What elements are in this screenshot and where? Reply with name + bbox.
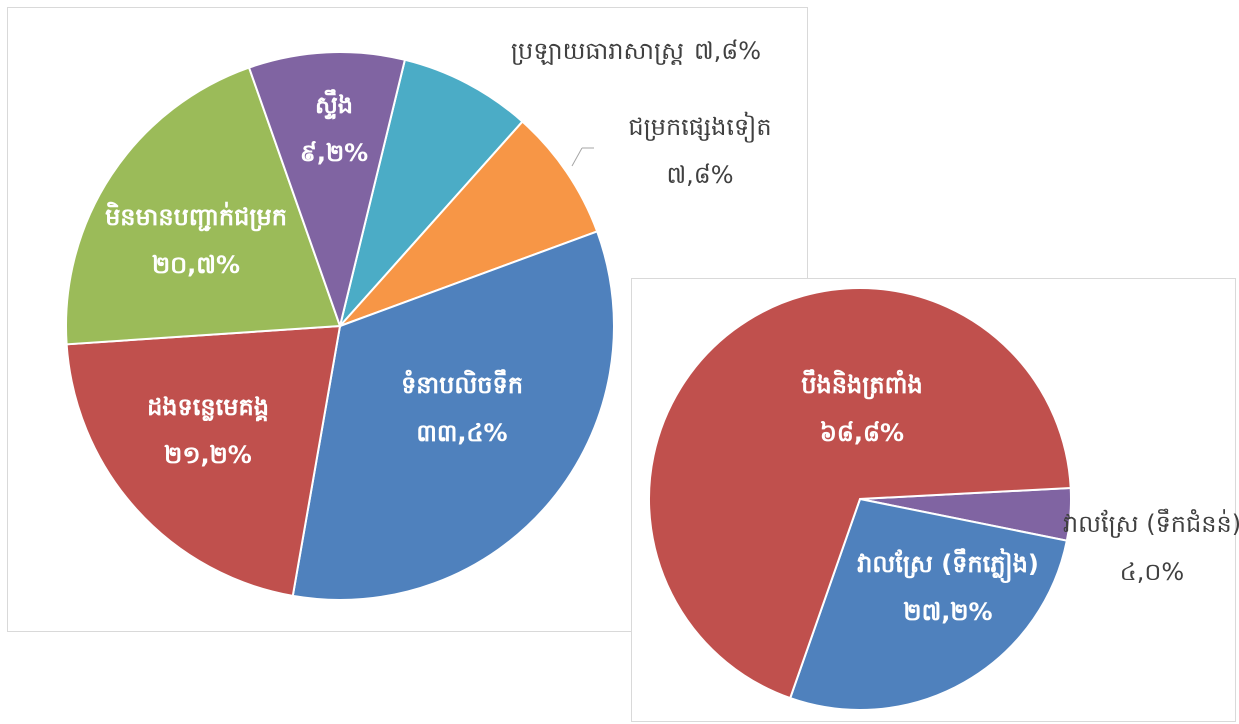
pie-slice <box>247 51 407 330</box>
value-label: ៩,២% <box>300 139 368 167</box>
pie-slice <box>339 120 599 327</box>
pie-slice <box>648 287 1072 700</box>
data-label: ស្ទឹង៩,២% <box>300 89 368 167</box>
pie-chart: វាលស្រែ (ទឹកជំនន់) ៤,០% វាលស្រែ (ទឹកភ្លៀង)… <box>648 287 1239 711</box>
value-label: ២០,៧% <box>152 251 240 279</box>
category-label: ស្ទឹង <box>315 89 353 120</box>
value-label: ២១,២% <box>164 441 252 469</box>
pie-slice <box>65 66 342 346</box>
category-label: ទំនាបលិចទឹក <box>401 369 523 399</box>
category-label: វាលស្រែ (ទឹកជំនន់) <box>1063 508 1239 538</box>
value-label: ៦៨,៨% <box>820 419 904 447</box>
category-label: ជម្រកផ្សេងទៀត <box>628 111 771 143</box>
data-label: ប្រឡាយធារាសាស្ត្រ ៧,៨% <box>511 37 761 65</box>
category-label: មិនមានបញ្ជាក់ជម្រក <box>105 201 287 232</box>
pie-slice <box>788 497 1069 711</box>
pie-chart: ប្រឡាយធារាសាស្ត្រ ៧,៨%ជម្រកផ្សេងទៀត៧,៨%ទំ… <box>65 37 772 601</box>
data-label: មិនមានបញ្ជាក់ជម្រក២០,៧% <box>105 201 287 279</box>
value-label: ៤,០% <box>1120 558 1184 586</box>
data-label: ជម្រកផ្សេងទៀត៧,៨% <box>628 111 771 189</box>
pie-slice <box>65 324 342 598</box>
data-label: ដងទន្លេមេគង្គ២១,២% <box>147 393 269 469</box>
data-label: វាលស្រែ (ទឹកភ្លៀង) ២៧,២% <box>857 548 1039 626</box>
data-label: ទំនាបលិចទឹក៣៣,៤% <box>401 369 523 447</box>
value-label: ៧,៨% <box>666 161 733 189</box>
category-label: ប្រឡាយធារាសាស្ត្រ <box>511 37 684 65</box>
pie-slice <box>291 230 615 601</box>
category-label: បឹងនិងត្រពាំង <box>801 369 922 400</box>
data-label: បឹងនិងត្រពាំង៦៨,៨% <box>801 369 922 447</box>
category-label: វាលស្រែ (ទឹកភ្លៀង) <box>857 548 1039 583</box>
pie-slice <box>339 58 524 327</box>
leader-line <box>571 147 583 167</box>
value-label: ២៧,២% <box>903 598 992 626</box>
data-label: វាលស្រែ (ទឹកជំនន់) ៤,០% <box>1063 508 1239 586</box>
value-label: ៣៣,៤% <box>416 419 507 447</box>
category-label: ដងទន្លេមេគង្គ <box>147 393 269 422</box>
value-label: ៧,៨% <box>694 37 761 65</box>
